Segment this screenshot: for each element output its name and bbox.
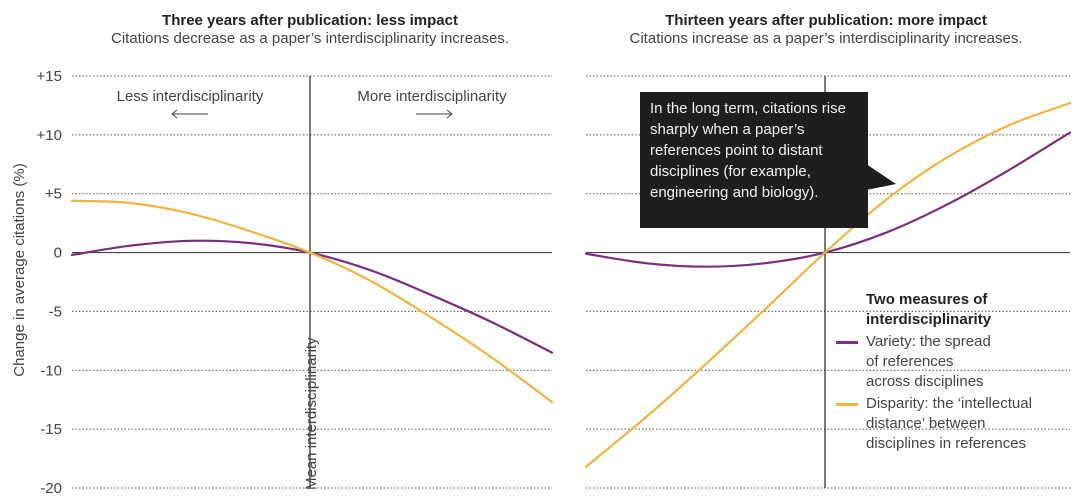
y-tick-label: +15 xyxy=(37,68,62,85)
legend-item-disparity: Disparity: the ‘intellectual distance’ b… xyxy=(836,394,1080,454)
y-tick-label: -15 xyxy=(40,421,62,438)
series-lines xyxy=(70,101,1072,468)
y-tick-label: -5 xyxy=(49,303,62,320)
y-tick-label: 0 xyxy=(54,245,62,262)
legend-text-disparity-3: disciplines in references xyxy=(866,435,1027,452)
series-line-disparity-3yr xyxy=(70,199,554,404)
legend: Two measures of interdisciplinarity Vari… xyxy=(836,290,1080,454)
y-tick-label: -10 xyxy=(40,362,62,379)
y-axis-label: Change in average citations (%) xyxy=(11,163,28,376)
variety-swatch xyxy=(836,341,858,344)
legend-text-variety-1: Variety: the spread xyxy=(866,333,991,350)
legend-text-disparity-2: distance’ between xyxy=(866,415,986,432)
disparity-swatch xyxy=(836,403,858,406)
left-grid xyxy=(72,75,552,489)
less-interdisciplinarity-label: Less interdisciplinarity xyxy=(117,88,264,105)
annotation-callout: In the long term, citations rise sharply… xyxy=(640,92,868,228)
more-interdisciplinarity-label: More interdisciplinarity xyxy=(357,88,507,105)
left-chart-subtitle: Citations decrease as a paper’s interdis… xyxy=(111,30,509,47)
legend-text-variety-3: across disciplines xyxy=(866,373,984,390)
right-chart-subtitle: Citations increase as a paper’s interdis… xyxy=(629,30,1023,47)
left-chart-title: Three years after publication: less impa… xyxy=(162,12,458,29)
callout-pointer xyxy=(866,164,896,190)
y-tick-label: +10 xyxy=(37,127,62,144)
legend-text-variety-2: of references xyxy=(866,353,954,370)
series-line-variety-3yr xyxy=(70,239,554,354)
legend-item-variety: Variety: the spread of references across… xyxy=(836,332,1080,392)
mean-interdisciplinarity-label: Mean interdisciplinarity xyxy=(303,337,320,490)
y-tick-labels: +15 +10 +5 0 -5 -10 -15 -20 xyxy=(37,68,62,497)
right-arrow-icon xyxy=(416,109,453,119)
legend-title: Two measures of interdisciplinarity xyxy=(866,291,992,328)
left-arrow-icon xyxy=(171,109,208,119)
y-tick-label: +5 xyxy=(45,186,62,203)
series-line-variety-13yr xyxy=(584,131,1072,268)
series-line-disparity-13yr xyxy=(584,101,1072,468)
legend-text-disparity-1: Disparity: the ‘intellectual xyxy=(866,395,1032,412)
y-tick-label: -20 xyxy=(40,480,62,497)
right-chart-title: Thirteen years after publication: more i… xyxy=(665,12,987,29)
